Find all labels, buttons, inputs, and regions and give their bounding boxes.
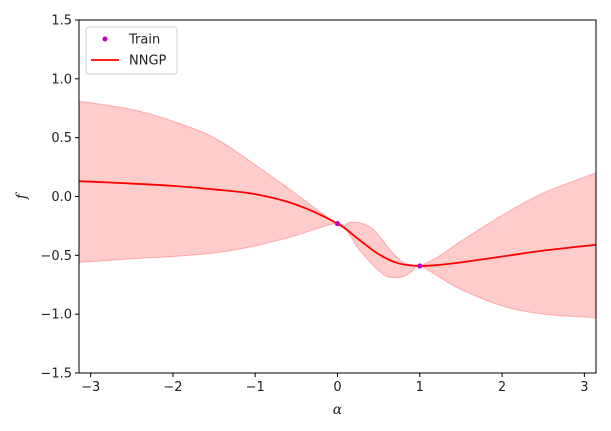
x-tick-label: −3 [81,380,100,395]
y-tick-label: −0.5 [40,249,72,264]
x-axis-label: α [333,402,343,418]
x-tick-label: 3 [580,380,588,395]
x-tick-label: 0 [333,380,341,395]
confidence-band [78,100,597,319]
legend-train-marker [102,36,108,42]
confidence-band-layer [78,100,597,319]
y-tick-label: 1.5 [51,14,72,29]
train-point [417,263,423,269]
legend-nngp-label: NNGP [129,54,167,69]
legend: Train NNGP [85,26,178,75]
nngp-line-layer [79,180,596,267]
legend-train-label: Train [128,33,160,48]
train-points-layer [334,220,423,269]
nngp-line [79,180,596,267]
y-axis-ticks: −1.5 −1.0 −0.5 0.0 0.5 1.0 1.5 [40,14,79,382]
x-tick-label: 2 [498,380,506,395]
y-tick-label: −1.0 [40,308,72,323]
y-tick-label: 0.5 [51,131,72,146]
train-point [334,220,341,227]
y-tick-label: 1.0 [51,72,72,87]
x-tick-label: −1 [246,380,265,395]
x-tick-label: −2 [163,380,182,395]
x-tick-label: 1 [416,380,424,395]
y-tick-label: −1.5 [40,367,72,382]
x-axis-ticks: −3 −2 −1 0 1 2 3 [81,373,588,395]
legend-box [85,26,178,75]
y-axis-label: f [14,191,30,200]
y-tick-label: 0.0 [51,190,72,205]
